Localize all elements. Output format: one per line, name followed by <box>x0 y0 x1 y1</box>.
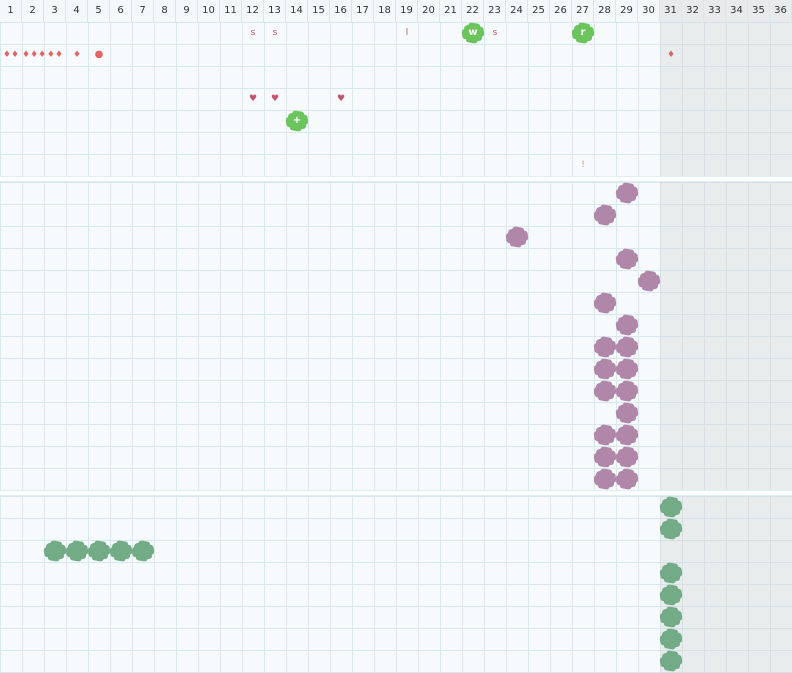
letter-s-marker[interactable]: s <box>492 28 498 38</box>
purple-block[interactable] <box>596 295 614 311</box>
purple-block[interactable] <box>618 427 636 443</box>
disabled-columns-area <box>660 22 792 176</box>
teal-block[interactable] <box>662 565 680 581</box>
column-header-3[interactable]: 3 <box>44 0 66 22</box>
purple-block[interactable] <box>618 383 636 399</box>
column-header-11[interactable]: 11 <box>220 0 242 22</box>
column-header-34[interactable]: 34 <box>726 0 748 22</box>
drop-icon[interactable]: ♦ <box>666 50 676 60</box>
purple-block[interactable] <box>618 185 636 201</box>
column-header-33[interactable]: 33 <box>704 0 726 22</box>
purple-block[interactable] <box>618 361 636 377</box>
drop-cluster-icon[interactable]: ♦♦♦ <box>22 50 47 60</box>
column-header-17[interactable]: 17 <box>352 0 374 22</box>
teal-block[interactable] <box>90 543 108 559</box>
purple-block[interactable] <box>640 273 658 289</box>
column-header-7[interactable]: 7 <box>132 0 154 22</box>
drop-pair-icon[interactable]: ♦♦ <box>2 50 20 60</box>
purple-block[interactable] <box>508 229 526 245</box>
column-header-27[interactable]: 27 <box>572 0 594 22</box>
column-header-22[interactable]: 22 <box>462 0 484 22</box>
column-header-35[interactable]: 35 <box>748 0 770 22</box>
block-label: w <box>468 27 478 38</box>
dot-icon[interactable]: ● <box>94 49 104 60</box>
disabled-header-area <box>660 0 792 22</box>
teal-block[interactable] <box>134 543 152 559</box>
block-label: r <box>580 27 586 38</box>
column-header-9[interactable]: 9 <box>176 0 198 22</box>
green-block[interactable]: + <box>288 113 306 129</box>
letter-s-marker[interactable]: s <box>272 28 278 38</box>
teal-block[interactable] <box>662 609 680 625</box>
purple-block[interactable] <box>618 251 636 267</box>
column-header-13[interactable]: 13 <box>264 0 286 22</box>
teal-block[interactable] <box>662 631 680 647</box>
teal-block[interactable] <box>662 499 680 515</box>
column-header-26[interactable]: 26 <box>550 0 572 22</box>
column-header-29[interactable]: 29 <box>616 0 638 22</box>
teal-block[interactable] <box>662 521 680 537</box>
column-header-6[interactable]: 6 <box>110 0 132 22</box>
column-header-15[interactable]: 15 <box>308 0 330 22</box>
heart-icon[interactable]: ♥ <box>248 94 258 104</box>
teal-block[interactable] <box>68 543 86 559</box>
section-divider[interactable] <box>0 176 792 182</box>
column-header-2[interactable]: 2 <box>22 0 44 22</box>
column-header-32[interactable]: 32 <box>682 0 704 22</box>
purple-block[interactable] <box>618 471 636 487</box>
column-header: 1 2 3 4 5 6 7 8 9 10 11 12 13 14 15 16 17 18 19 20 21 22 23 24 2… <box>0 0 792 22</box>
column-header-20[interactable]: 20 <box>418 0 440 22</box>
column-header-5[interactable]: 5 <box>88 0 110 22</box>
column-header-10[interactable]: 10 <box>198 0 220 22</box>
teal-block[interactable] <box>46 543 64 559</box>
column-header-25[interactable]: 25 <box>528 0 550 22</box>
purple-block[interactable] <box>596 361 614 377</box>
heart-icon[interactable]: ♥ <box>336 94 346 104</box>
track-section-2[interactable] <box>0 182 792 490</box>
disabled-columns-area <box>660 182 792 490</box>
purple-block[interactable] <box>596 207 614 223</box>
column-header-4[interactable]: 4 <box>66 0 88 22</box>
column-header-19[interactable]: 19 <box>396 0 418 22</box>
section-divider[interactable] <box>0 490 792 496</box>
teal-block[interactable] <box>112 543 130 559</box>
purple-block[interactable] <box>596 427 614 443</box>
column-header-24[interactable]: 24 <box>506 0 528 22</box>
column-header-8[interactable]: 8 <box>154 0 176 22</box>
column-header-28[interactable]: 28 <box>594 0 616 22</box>
green-block[interactable]: r <box>574 25 592 41</box>
column-header-21[interactable]: 21 <box>440 0 462 22</box>
purple-block[interactable] <box>596 339 614 355</box>
heart-icon[interactable]: ♥ <box>270 94 280 104</box>
purple-block[interactable] <box>618 339 636 355</box>
column-header-18[interactable]: 18 <box>374 0 396 22</box>
block-label: + <box>292 115 302 126</box>
teal-block[interactable] <box>662 653 680 669</box>
column-header-30[interactable]: 30 <box>638 0 660 22</box>
purple-block[interactable] <box>618 449 636 465</box>
green-block[interactable]: w <box>464 25 482 41</box>
column-header-16[interactable]: 16 <box>330 0 352 22</box>
letter-s-marker[interactable]: s <box>250 28 256 38</box>
column-header-31[interactable]: 31 <box>660 0 682 22</box>
purple-block[interactable] <box>618 317 636 333</box>
purple-block[interactable] <box>596 471 614 487</box>
drop-pair-icon[interactable]: ♦♦ <box>46 50 64 60</box>
exclamation-marker[interactable]: ! <box>581 160 585 170</box>
purple-block[interactable] <box>618 405 636 421</box>
track-section-3[interactable] <box>0 496 792 673</box>
column-header-36[interactable]: 36 <box>770 0 792 22</box>
purple-block[interactable] <box>596 449 614 465</box>
column-header-1[interactable]: 1 <box>0 0 22 22</box>
column-header-12[interactable]: 12 <box>242 0 264 22</box>
track-section-1[interactable]: ♦♦ ♦♦♦ ♦♦ ♦ ● ♦ s s l s ♥ ♥ ♥! w r + <box>0 22 792 176</box>
disabled-columns-area <box>660 496 792 673</box>
column-header-23[interactable]: 23 <box>484 0 506 22</box>
letter-l-marker[interactable]: l <box>405 28 409 38</box>
purple-block[interactable] <box>596 383 614 399</box>
teal-block[interactable] <box>662 587 680 603</box>
drop-icon[interactable]: ♦ <box>72 50 82 60</box>
column-header-14[interactable]: 14 <box>286 0 308 22</box>
